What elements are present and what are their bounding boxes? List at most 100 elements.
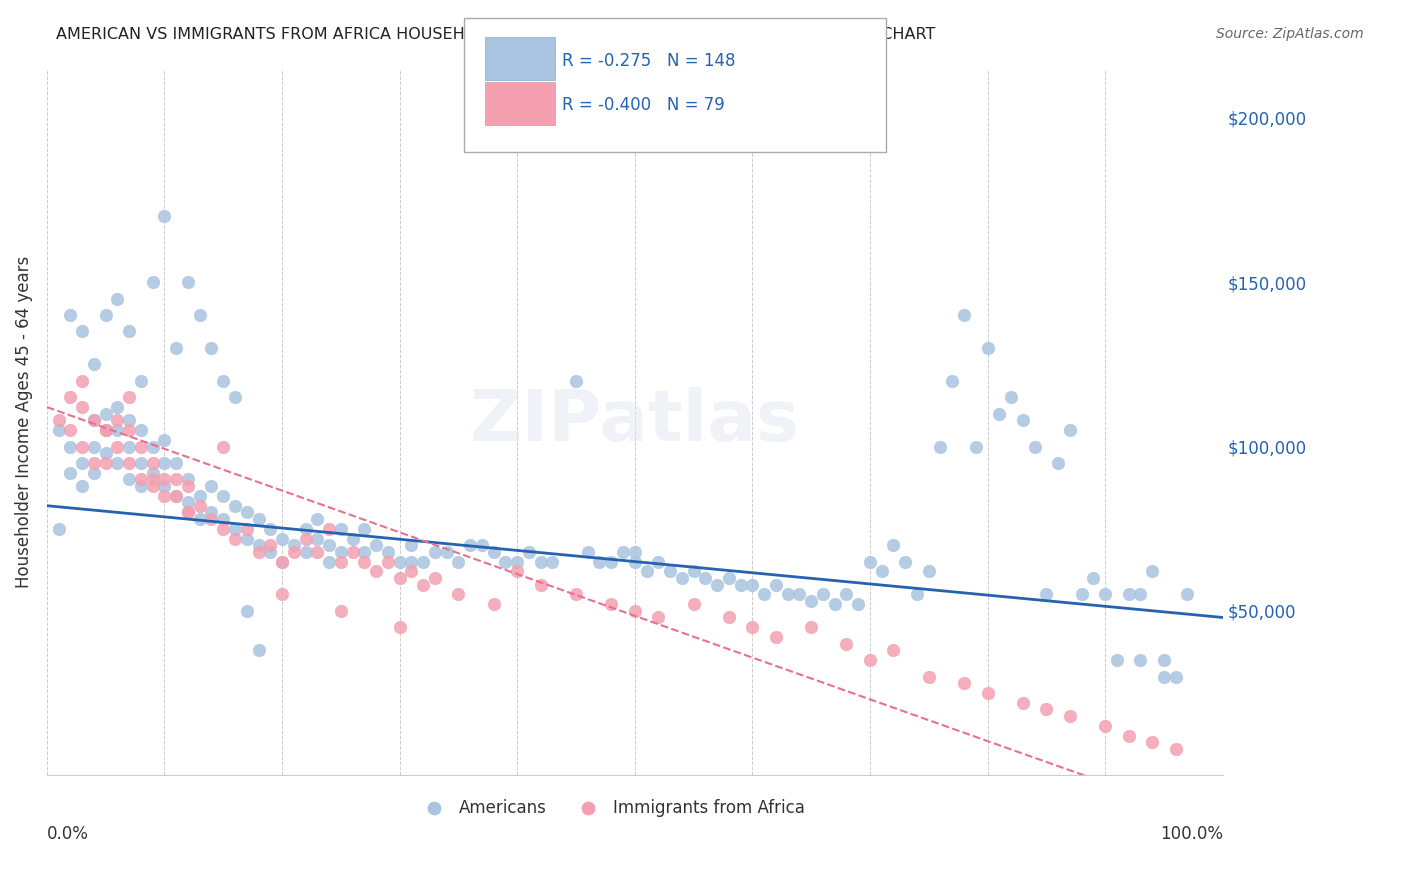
Point (165, 489, 187, 503)
Point (482, 545, 505, 559)
Point (682, 597, 704, 611)
Point (1129, 653, 1152, 667)
Point (177, 479, 200, 493)
Point (436, 545, 458, 559)
Point (118, 423, 141, 437)
Point (329, 555, 352, 569)
Point (247, 538, 270, 552)
Point (401, 538, 423, 552)
Point (388, 555, 411, 569)
Point (1094, 719, 1116, 733)
Point (882, 538, 904, 552)
Point (129, 374, 152, 388)
Point (682, 565, 704, 579)
Point (1000, 390, 1022, 404)
Point (224, 522, 246, 536)
Point (142, 440, 165, 454)
Point (153, 489, 176, 503)
Point (423, 571, 446, 585)
Point (859, 653, 882, 667)
Point (776, 587, 799, 601)
Point (107, 400, 129, 414)
Point (530, 555, 553, 569)
Point (905, 587, 928, 601)
Point (612, 545, 634, 559)
Point (506, 555, 529, 569)
Point (835, 637, 858, 651)
Point (153, 472, 176, 486)
Point (236, 604, 259, 618)
Point (565, 374, 588, 388)
Text: R = -0.275   N = 148: R = -0.275 N = 148 (562, 52, 735, 70)
Point (177, 505, 200, 519)
Point (1070, 587, 1092, 601)
Point (83, 456, 105, 470)
Point (1083, 571, 1105, 585)
Point (623, 545, 645, 559)
Point (1047, 456, 1070, 470)
Point (94, 446, 117, 460)
Point (153, 479, 176, 493)
Point (188, 512, 211, 526)
Point (224, 390, 246, 404)
Point (153, 433, 176, 447)
Point (659, 565, 682, 579)
Point (494, 555, 516, 569)
Point (482, 597, 505, 611)
Point (894, 555, 917, 569)
Point (70, 325, 93, 339)
Point (153, 456, 176, 470)
Point (70, 479, 93, 493)
Point (59, 308, 82, 322)
Point (59, 466, 82, 480)
Point (83, 413, 105, 427)
Point (401, 555, 423, 569)
Point (118, 472, 141, 486)
Point (294, 545, 316, 559)
Point (271, 555, 294, 569)
Point (271, 532, 294, 546)
Point (565, 587, 588, 601)
Point (1094, 587, 1116, 601)
Point (70, 456, 93, 470)
Point (283, 538, 305, 552)
Point (177, 275, 200, 289)
Point (1129, 587, 1152, 601)
Point (447, 555, 470, 569)
Point (48, 423, 70, 437)
Point (294, 522, 316, 536)
Point (107, 292, 129, 306)
Point (259, 522, 281, 536)
Point (83, 413, 105, 427)
Point (918, 565, 941, 579)
Point (353, 545, 375, 559)
Point (83, 466, 105, 480)
Point (1059, 423, 1081, 437)
Point (107, 413, 129, 427)
Point (318, 555, 340, 569)
Point (1118, 587, 1140, 601)
Point (142, 456, 165, 470)
Point (471, 538, 494, 552)
Point (129, 472, 152, 486)
Point (200, 479, 222, 493)
Point (94, 308, 117, 322)
Point (695, 571, 717, 585)
Point (107, 423, 129, 437)
Point (1011, 413, 1033, 427)
Point (364, 538, 387, 552)
Point (447, 587, 470, 601)
Point (364, 565, 387, 579)
Point (153, 210, 176, 224)
Point (177, 505, 200, 519)
Point (953, 676, 976, 690)
Point (647, 610, 669, 624)
Point (765, 630, 787, 644)
Point (647, 555, 669, 569)
Point (188, 499, 211, 513)
Point (789, 587, 811, 601)
Legend: Americans, Immigrants from Africa: Americans, Immigrants from Africa (411, 792, 811, 823)
Point (846, 597, 869, 611)
Point (165, 489, 187, 503)
Text: 0.0%: 0.0% (46, 825, 89, 843)
